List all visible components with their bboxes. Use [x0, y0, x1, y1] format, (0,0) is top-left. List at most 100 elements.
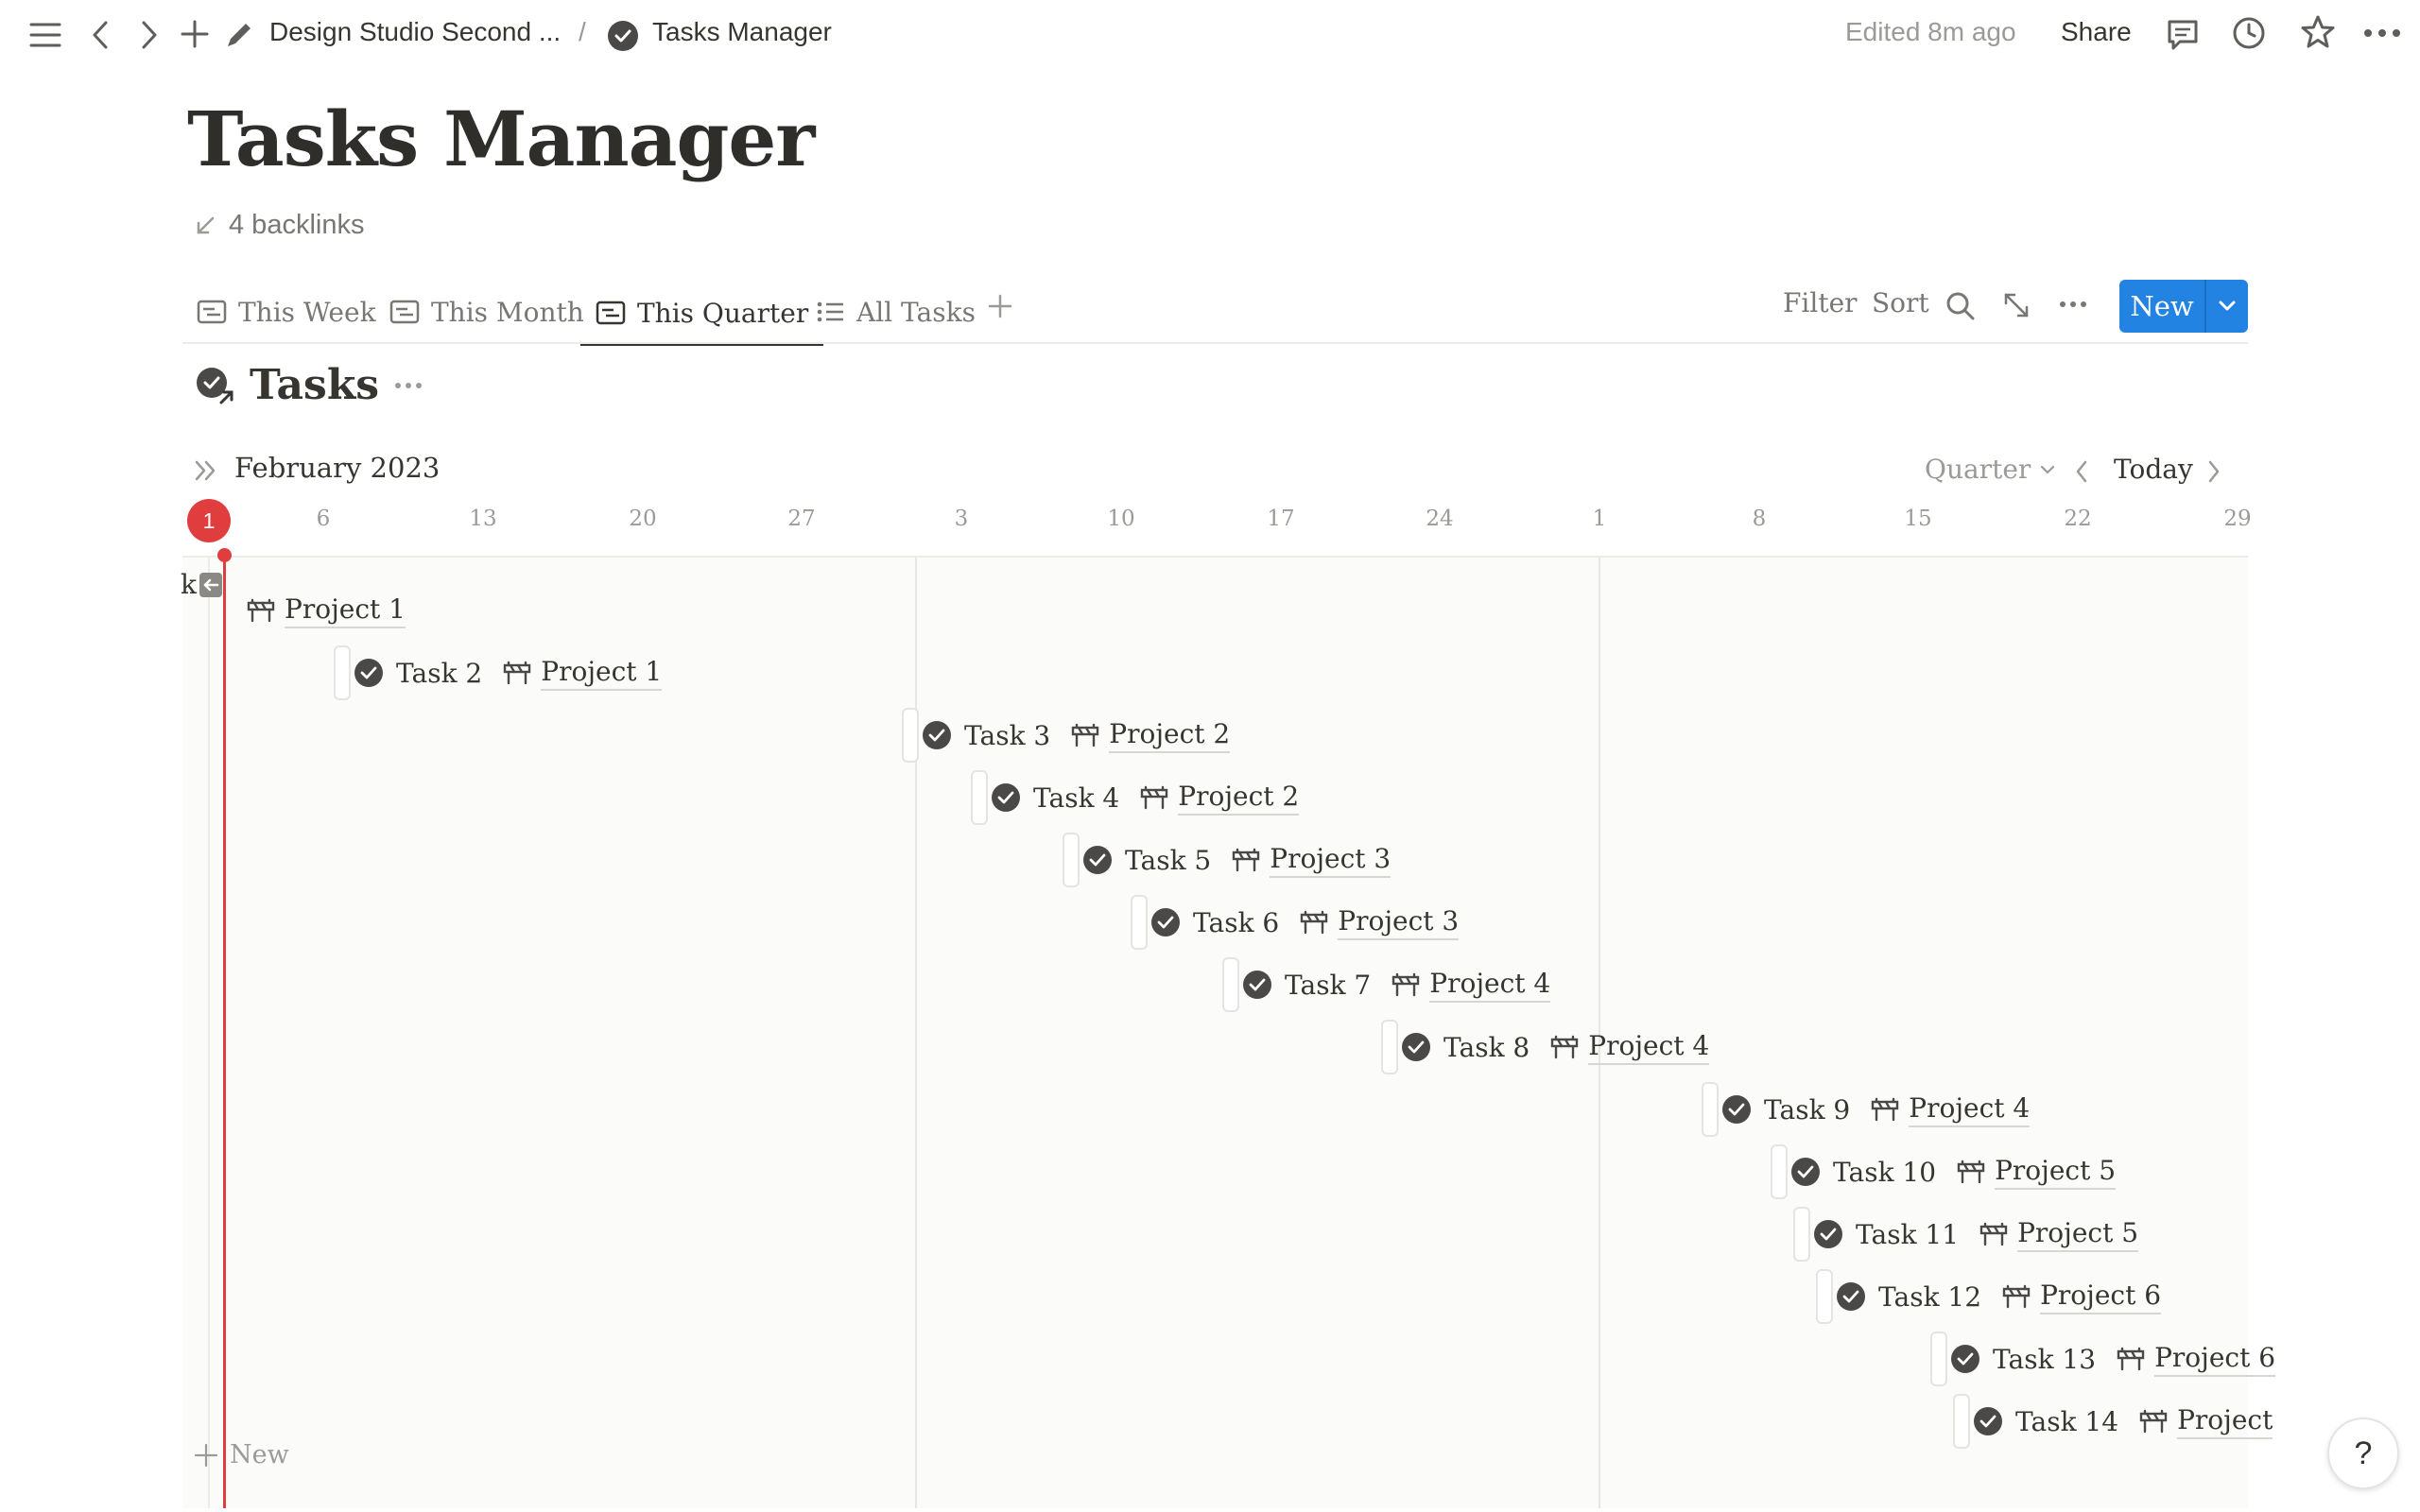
today-button[interactable]: Today: [2114, 454, 2193, 485]
timeline-row[interactable]: Task 14 Project: [1974, 1400, 2273, 1442]
forward-arrow-icon[interactable]: [138, 19, 161, 51]
project-name[interactable]: Project 6: [2040, 1279, 2162, 1314]
range-select[interactable]: Quarter: [1925, 454, 2055, 485]
timeline-row[interactable]: Task 5 Project 3: [1083, 839, 1392, 881]
task-name[interactable]: Task 14: [2015, 1405, 2119, 1437]
project-relation[interactable]: Project 5: [1979, 1216, 2139, 1252]
timeline-prev-icon[interactable]: [2074, 459, 2089, 484]
task-name[interactable]: Task 4: [1033, 782, 1120, 814]
timeline-row[interactable]: Task 9 Project 4: [1722, 1089, 2031, 1130]
project-relation[interactable]: Project 4: [1550, 1029, 1710, 1065]
task-name[interactable]: Task 8: [1443, 1031, 1530, 1063]
project-name[interactable]: Project 6: [2154, 1341, 2276, 1377]
breadcrumb-current[interactable]: Tasks Manager: [652, 17, 832, 46]
project-name[interactable]: Project: [2177, 1403, 2273, 1439]
timeline-row[interactable]: Project 1: [239, 590, 406, 631]
search-icon[interactable]: [1945, 291, 1976, 321]
project-relation[interactable]: Project 1: [503, 655, 663, 691]
add-page-icon[interactable]: [180, 19, 210, 49]
database-more-icon[interactable]: [394, 382, 423, 389]
task-name[interactable]: Task 13: [1993, 1343, 2097, 1375]
scroll-to-item-arrow-icon[interactable]: [199, 573, 222, 597]
share-button[interactable]: Share: [2061, 17, 2132, 46]
timeline-row[interactable]: Task 10 Project 5: [1791, 1151, 2117, 1193]
project-name[interactable]: Project 5: [1995, 1154, 2117, 1190]
new-button[interactable]: New: [2119, 280, 2248, 333]
timeline-next-icon[interactable]: [2206, 459, 2221, 484]
timeline-row[interactable]: Task 7 Project 4: [1243, 964, 1551, 1005]
favorite-star-icon[interactable]: [2299, 13, 2337, 51]
project-name[interactable]: Project 4: [1909, 1091, 2031, 1127]
project-relation[interactable]: Project 3: [1300, 904, 1460, 940]
task-bar-handle[interactable]: [902, 708, 919, 763]
project-relation[interactable]: Project 3: [1232, 842, 1392, 878]
timeline-row[interactable]: Task 4 Project 2: [992, 777, 1300, 818]
sort-button[interactable]: Sort: [1872, 287, 1929, 318]
timeline-row[interactable]: Task 8 Project 4: [1402, 1026, 1710, 1068]
backlinks[interactable]: 4 backlinks: [195, 210, 364, 241]
sidebar-menu-icon[interactable]: [28, 21, 62, 49]
timeline-row[interactable]: Task 13 Project 6: [1951, 1338, 2276, 1380]
project-relation[interactable]: Project 6: [2002, 1279, 2162, 1314]
task-bar-handle[interactable]: [1131, 895, 1148, 950]
project-relation[interactable]: Project 4: [1871, 1091, 2031, 1127]
task-bar-handle[interactable]: [1930, 1332, 1947, 1386]
project-name[interactable]: Project 3: [1270, 842, 1392, 878]
task-name[interactable]: Task 11: [1856, 1218, 1960, 1250]
task-name[interactable]: Task 12: [1878, 1280, 1982, 1313]
timeline-row[interactable]: Task 3 Project 2: [923, 714, 1231, 756]
more-options-icon[interactable]: [2363, 28, 2401, 38]
new-dropdown-chevron-icon[interactable]: [2206, 300, 2248, 313]
project-name[interactable]: Project 2: [1109, 717, 1231, 753]
task-bar-handle[interactable]: [1702, 1082, 1719, 1137]
timeline-row[interactable]: Task 11 Project 5: [1814, 1213, 2139, 1255]
tab-this-quarter[interactable]: This Quarter: [580, 284, 824, 346]
timeline-row[interactable]: Task 12 Project 6: [1837, 1276, 2162, 1317]
task-name[interactable]: Task 5: [1125, 844, 1212, 876]
project-name[interactable]: Project 4: [1588, 1029, 1710, 1065]
task-bar-handle[interactable]: [1793, 1207, 1810, 1262]
view-more-icon[interactable]: [2059, 301, 2087, 308]
tab-this-week[interactable]: This Week: [197, 284, 376, 340]
task-bar-handle[interactable]: [334, 645, 351, 700]
project-relation[interactable]: Project 5: [1957, 1154, 2117, 1190]
project-name[interactable]: Project 1: [285, 593, 406, 628]
task-bar-handle[interactable]: [1816, 1269, 1833, 1324]
tab-all-tasks[interactable]: All Tasks: [817, 284, 976, 340]
task-name[interactable]: Task 3: [964, 719, 1051, 751]
breadcrumb-parent[interactable]: Design Studio Second ...: [269, 17, 562, 46]
collapse-sidebar-chevrons-icon[interactable]: [193, 459, 219, 482]
timeline-row[interactable]: Task 2 Project 1: [354, 652, 663, 694]
history-clock-icon[interactable]: [2231, 15, 2267, 51]
project-name[interactable]: Project 4: [1429, 967, 1551, 1003]
project-relation[interactable]: Project 2: [1071, 717, 1231, 753]
project-name[interactable]: Project 3: [1338, 904, 1460, 940]
task-bar-handle[interactable]: [1953, 1394, 1970, 1449]
add-view-icon[interactable]: [987, 293, 1013, 319]
task-bar-handle[interactable]: [1381, 1020, 1398, 1074]
help-button[interactable]: ?: [2327, 1418, 2399, 1489]
filter-button[interactable]: Filter: [1783, 287, 1858, 318]
project-name[interactable]: Project 2: [1178, 780, 1300, 816]
project-relation[interactable]: Project 1: [247, 593, 406, 628]
project-relation[interactable]: Project 4: [1392, 967, 1551, 1003]
new-button-label[interactable]: New: [2130, 290, 2194, 322]
comment-icon[interactable]: [2165, 17, 2201, 53]
add-new-row[interactable]: New: [194, 1440, 289, 1469]
task-name[interactable]: Task 9: [1764, 1093, 1851, 1125]
project-name[interactable]: Project 1: [541, 655, 663, 691]
timeline-row[interactable]: Task 6 Project 3: [1151, 902, 1460, 943]
tab-this-month[interactable]: This Month: [389, 284, 584, 340]
task-name[interactable]: Task 7: [1285, 969, 1372, 1001]
project-relation[interactable]: Project: [2139, 1403, 2273, 1439]
project-name[interactable]: Project 5: [2017, 1216, 2139, 1252]
task-bar-handle[interactable]: [1222, 957, 1239, 1012]
project-relation[interactable]: Project 6: [2117, 1341, 2276, 1377]
expand-icon[interactable]: [2002, 291, 2031, 319]
task-bar-handle[interactable]: [1063, 833, 1080, 887]
database-title[interactable]: Tasks: [250, 361, 380, 409]
task-bar-handle[interactable]: [1771, 1144, 1788, 1199]
task-name[interactable]: Task 10: [1833, 1156, 1937, 1188]
task-bar-handle[interactable]: [971, 770, 988, 825]
project-relation[interactable]: Project 2: [1140, 780, 1300, 816]
